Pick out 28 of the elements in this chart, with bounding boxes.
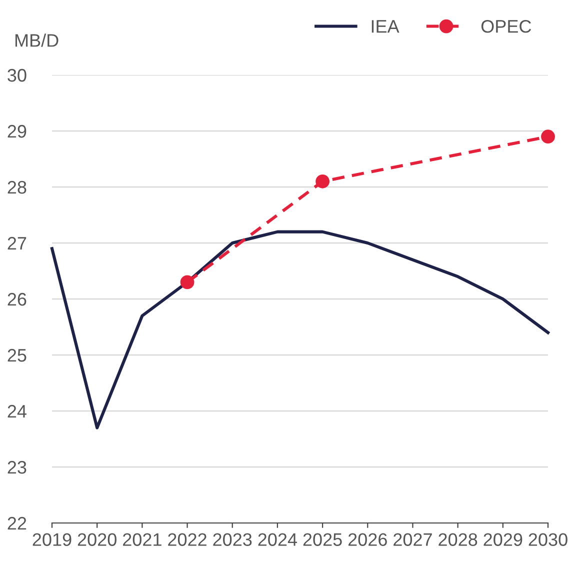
legend-label: IEA bbox=[372, 20, 400, 33]
y-tick-label: 24 bbox=[8, 404, 26, 418]
y-tick-label: 23 bbox=[8, 460, 26, 474]
y-tick-label: 29 bbox=[8, 124, 26, 138]
x-tick-label: 2024 bbox=[258, 533, 298, 546]
x-tick-label: 2023 bbox=[213, 533, 252, 546]
x-tick-label: 2030 bbox=[528, 533, 568, 546]
point bbox=[180, 275, 194, 290]
y-tick-label: 27 bbox=[8, 236, 26, 250]
y-tick-label: 28 bbox=[8, 180, 26, 194]
y-tick-label: 30 bbox=[8, 68, 26, 82]
x-tick-label: 2020 bbox=[78, 533, 116, 546]
x-tick-label: 2028 bbox=[438, 533, 478, 546]
y-tick-label: 26 bbox=[8, 292, 26, 306]
x-tick-label: 2027 bbox=[394, 533, 432, 546]
x-tick-label: 2025 bbox=[303, 533, 342, 546]
y-tick-label: 25 bbox=[8, 348, 26, 362]
y-axis-title: MB/D bbox=[15, 34, 58, 47]
x-tick-label: 2029 bbox=[484, 533, 522, 546]
x-tick-label: 2022 bbox=[168, 533, 206, 546]
x-tick-label: 2021 bbox=[123, 533, 162, 546]
point bbox=[316, 174, 330, 188]
line-series bbox=[50, 230, 550, 430]
point bbox=[541, 130, 555, 144]
legend-label: OPEC bbox=[481, 20, 532, 33]
x-tick-label: 2026 bbox=[348, 533, 387, 546]
x-tick-label: 2019 bbox=[32, 533, 72, 546]
y-tick-label: 22 bbox=[8, 516, 26, 530]
